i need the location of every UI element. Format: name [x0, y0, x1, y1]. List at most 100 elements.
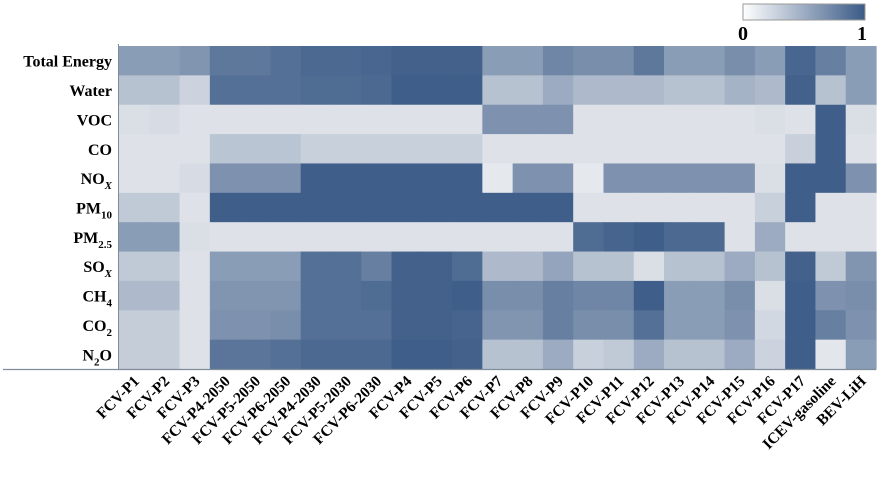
heatmap-cell: [240, 251, 271, 282]
heatmap-cell: [633, 163, 665, 194]
heatmap-cell: [391, 222, 423, 253]
heatmap-cell: [573, 192, 605, 223]
heatmap-cell: [361, 134, 393, 165]
heatmap-cell: [603, 280, 635, 311]
heatmap-cell: [330, 280, 362, 311]
heatmap-cell: [754, 192, 786, 223]
heatmap-cell: [815, 339, 847, 370]
heatmap-cell: [754, 222, 786, 253]
heatmap-cell: [785, 222, 817, 253]
heatmap-cell: [542, 163, 574, 194]
heatmap-cell: [603, 310, 635, 341]
heatmap-cell: [815, 163, 847, 194]
heatmap-cell: [512, 134, 544, 165]
heatmap-cell: [603, 75, 635, 106]
heatmap-cell: [452, 339, 483, 370]
heatmap-cell: [361, 163, 393, 194]
heatmap-cell: [149, 134, 181, 165]
row-label: N2O: [82, 347, 112, 368]
heatmap-cell: [149, 251, 181, 282]
heatmap-cell: [209, 310, 241, 341]
heatmap-cell: [179, 163, 211, 194]
heatmap-cell: [785, 163, 817, 194]
heatmap-cell: [633, 310, 665, 341]
heatmap-cell: [512, 310, 544, 341]
heatmap-cell: [512, 192, 544, 223]
heatmap-cell: [815, 192, 847, 223]
heatmap-cell: [209, 134, 241, 165]
heatmap-cell: [633, 222, 665, 253]
heatmap-cell: [724, 222, 756, 253]
heatmap-cell: [815, 222, 847, 253]
heatmap-cell: [270, 310, 302, 341]
heatmap-cell: [119, 46, 150, 76]
heatmap-cell: [330, 75, 362, 106]
heatmap-cell: [421, 192, 453, 223]
heatmap-cell: [603, 134, 635, 165]
heatmap-cell: [815, 310, 847, 341]
row-label: Water: [69, 83, 112, 100]
heatmap-cell: [421, 310, 453, 341]
heatmap-cell: [452, 251, 483, 282]
heatmap-cell: [119, 163, 150, 194]
heatmap-cell: [542, 192, 574, 223]
heatmap-cell: [482, 192, 514, 223]
heatmap-cell: [573, 163, 605, 194]
heatmap-cell: [330, 310, 362, 341]
heatmap-cell: [694, 75, 726, 106]
heatmap-cell: [724, 339, 756, 370]
colorbar-gradient: [742, 3, 866, 21]
heatmap-cell: [512, 46, 544, 76]
heatmap-cell: [361, 104, 393, 135]
heatmap-cell: [209, 104, 241, 135]
heatmap-cell: [209, 339, 241, 370]
heatmap-cell: [754, 75, 786, 106]
row-labels: Total Energy Water VOC CO NOX PM10 PM2.5 SOX CH4…: [23, 54, 112, 369]
heatmap-cell: [724, 46, 756, 76]
heatmap-cell: [300, 222, 332, 253]
heatmap-cell: [754, 46, 786, 76]
heatmap-cell: [300, 339, 332, 370]
heatmap-cell: [119, 192, 150, 223]
heatmap-cell: [330, 251, 362, 282]
row-label: CH4: [83, 289, 113, 310]
heatmap-cell: [270, 222, 302, 253]
heatmap-cell: [361, 251, 393, 282]
heatmap-cell: [240, 163, 271, 194]
heatmap-cell: [452, 46, 483, 76]
heatmap-cell: [149, 339, 181, 370]
heatmap-cell: [845, 251, 877, 282]
heatmap-cell: [603, 339, 635, 370]
heatmap-cell: [754, 310, 786, 341]
heatmap-cell: [603, 251, 635, 282]
heatmap-cell: [785, 280, 817, 311]
heatmap-cell: [845, 46, 877, 76]
heatmap-cell: [542, 46, 574, 76]
colorbar-min-label: 0: [738, 23, 748, 45]
heatmap-cell: [270, 280, 302, 311]
heatmap-cell: [179, 192, 211, 223]
colorbar: 0 1: [738, 3, 867, 45]
heatmap-cell: [330, 192, 362, 223]
heatmap-cell: [633, 46, 665, 76]
heatmap-cells: [119, 46, 877, 370]
heatmap-cell: [664, 134, 695, 165]
heatmap-cell: [330, 339, 362, 370]
heatmap-cell: [845, 339, 877, 370]
heatmap-cell: [391, 280, 423, 311]
heatmap-cell: [270, 46, 302, 76]
heatmap-cell: [754, 134, 786, 165]
heatmap-cell: [149, 222, 181, 253]
heatmap-cell: [119, 134, 150, 165]
heatmap-cell: [240, 310, 271, 341]
heatmap-cell: [179, 222, 211, 253]
heatmap-cell: [119, 339, 150, 370]
colorbar-max-label: 1: [857, 23, 867, 45]
column-labels: FCV-P1FCV-P2FCV-P3FCV-P4-2050FCV-P5-2050…: [93, 373, 869, 453]
heatmap-cell: [664, 280, 695, 311]
heatmap-cell: [361, 339, 393, 370]
heatmap-cell: [391, 339, 423, 370]
heatmap-cell: [542, 280, 574, 311]
heatmap-cell: [845, 104, 877, 135]
